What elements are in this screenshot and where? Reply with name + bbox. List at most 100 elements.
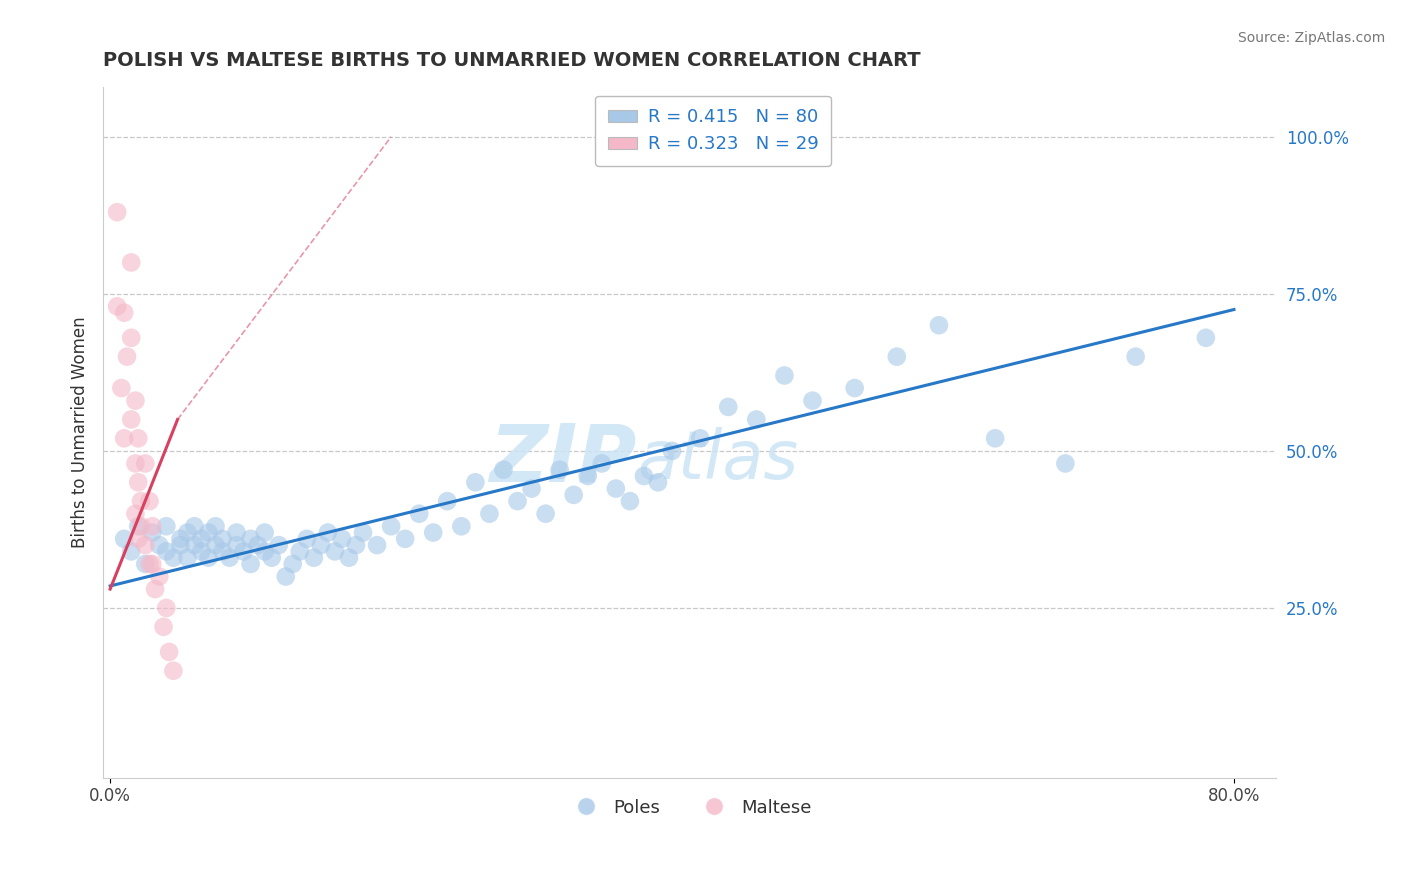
Point <box>120 255 142 269</box>
Point <box>148 569 170 583</box>
Point <box>218 550 240 565</box>
Point <box>267 538 290 552</box>
Point <box>124 507 146 521</box>
Point <box>225 538 247 552</box>
Point <box>773 368 796 383</box>
Point <box>239 557 262 571</box>
Point <box>366 538 388 552</box>
Point <box>190 544 212 558</box>
Point <box>105 205 128 219</box>
Y-axis label: Births to Unmarried Women: Births to Unmarried Women <box>72 317 89 548</box>
Point <box>576 469 599 483</box>
Point <box>204 538 226 552</box>
Point <box>232 544 254 558</box>
Point <box>562 488 585 502</box>
Point <box>141 519 163 533</box>
Point <box>239 532 262 546</box>
Point <box>745 412 768 426</box>
Text: ZIP: ZIP <box>489 421 637 499</box>
Point <box>844 381 866 395</box>
Point <box>134 457 156 471</box>
Point <box>302 550 325 565</box>
Point <box>138 494 160 508</box>
Point <box>984 431 1007 445</box>
Point <box>169 538 191 552</box>
Point <box>647 475 669 490</box>
Point <box>112 306 135 320</box>
Point <box>115 350 138 364</box>
Point <box>605 482 627 496</box>
Point <box>183 538 205 552</box>
Point <box>1054 457 1077 471</box>
Point <box>591 457 613 471</box>
Point <box>506 494 529 508</box>
Point <box>141 525 163 540</box>
Point <box>928 318 950 333</box>
Point <box>344 538 367 552</box>
Point <box>288 544 311 558</box>
Point <box>274 569 297 583</box>
Point <box>176 525 198 540</box>
Point <box>689 431 711 445</box>
Point <box>801 393 824 408</box>
Point <box>120 331 142 345</box>
Legend: Poles, Maltese: Poles, Maltese <box>561 791 818 824</box>
Point <box>190 532 212 546</box>
Point <box>162 550 184 565</box>
Point <box>380 519 402 533</box>
Point <box>155 601 177 615</box>
Point <box>183 519 205 533</box>
Point <box>1195 331 1218 345</box>
Point <box>127 475 149 490</box>
Point <box>886 350 908 364</box>
Point <box>155 544 177 558</box>
Point <box>253 544 276 558</box>
Point <box>105 299 128 313</box>
Point <box>534 507 557 521</box>
Point <box>337 550 360 565</box>
Point <box>120 544 142 558</box>
Point <box>169 532 191 546</box>
Point <box>141 557 163 571</box>
Point <box>134 557 156 571</box>
Point <box>204 519 226 533</box>
Point <box>492 463 515 477</box>
Point <box>408 507 430 521</box>
Point <box>478 507 501 521</box>
Point <box>422 525 444 540</box>
Point <box>717 400 740 414</box>
Point <box>619 494 641 508</box>
Point <box>211 532 233 546</box>
Point <box>143 582 166 596</box>
Point <box>112 532 135 546</box>
Point <box>148 538 170 552</box>
Point <box>110 381 132 395</box>
Point <box>124 457 146 471</box>
Point <box>330 532 353 546</box>
Point <box>548 463 571 477</box>
Point <box>520 482 543 496</box>
Text: POLISH VS MALTESE BIRTHS TO UNMARRIED WOMEN CORRELATION CHART: POLISH VS MALTESE BIRTHS TO UNMARRIED WO… <box>103 51 921 70</box>
Point <box>197 525 219 540</box>
Point <box>246 538 269 552</box>
Point <box>155 519 177 533</box>
Point <box>260 550 283 565</box>
Point <box>120 412 142 426</box>
Point <box>309 538 332 552</box>
Point <box>157 645 180 659</box>
Point <box>197 550 219 565</box>
Point <box>352 525 374 540</box>
Point <box>464 475 486 490</box>
Point <box>129 494 152 508</box>
Text: Source: ZipAtlas.com: Source: ZipAtlas.com <box>1237 31 1385 45</box>
Point <box>162 664 184 678</box>
Point <box>633 469 655 483</box>
Point <box>129 519 152 533</box>
Point <box>450 519 472 533</box>
Point <box>152 620 174 634</box>
Point <box>323 544 346 558</box>
Point <box>436 494 458 508</box>
Point <box>138 557 160 571</box>
Point <box>316 525 339 540</box>
Point <box>394 532 416 546</box>
